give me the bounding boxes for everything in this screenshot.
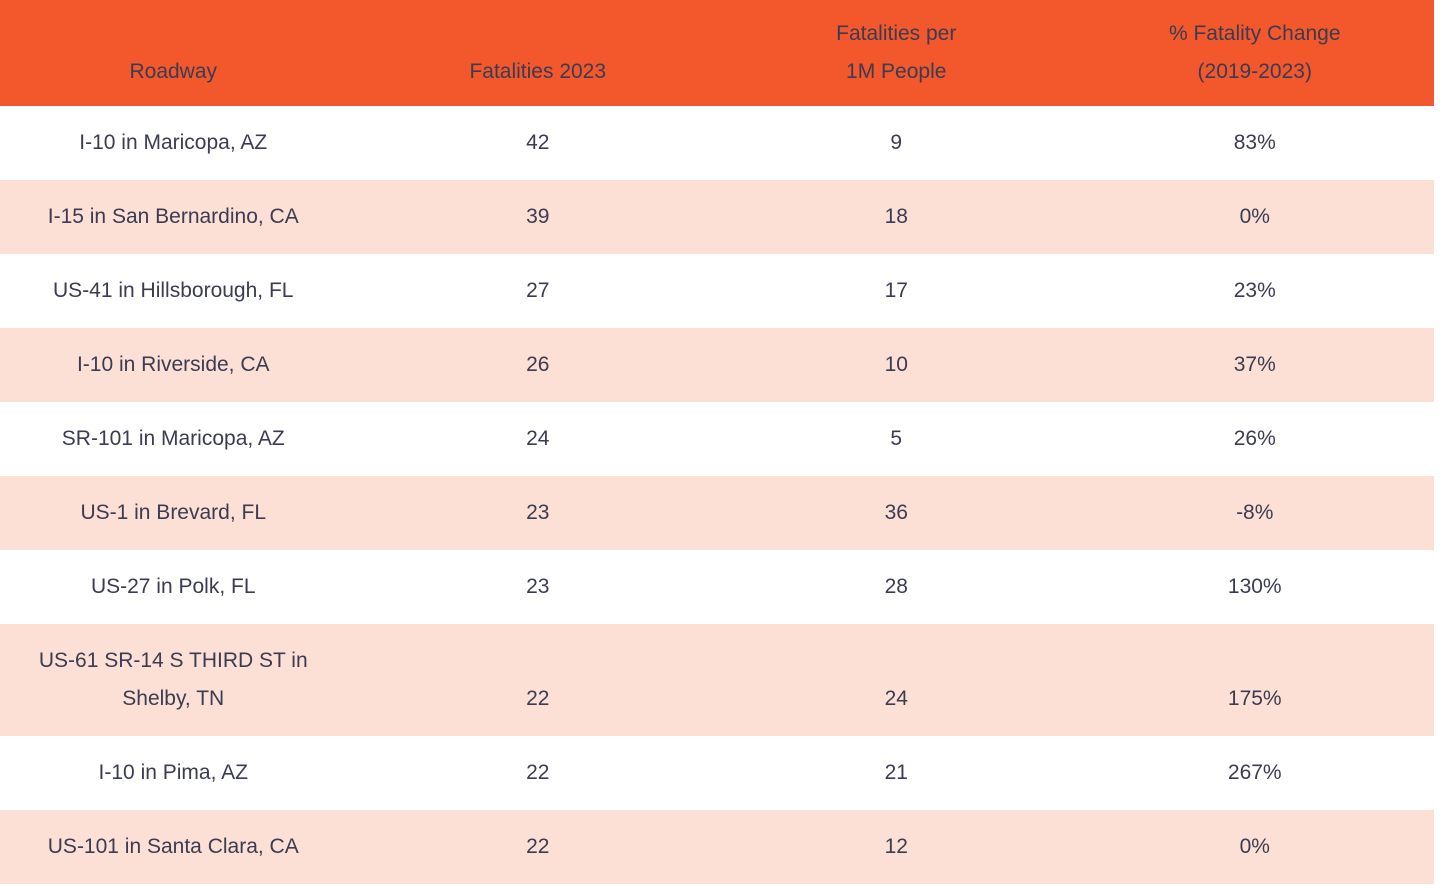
- roadway-cell: I-15 in San Bernardino, CA: [47, 205, 299, 228]
- fatality-change-cell: 175%: [1227, 687, 1282, 710]
- roadway-cell: SR-101 in Maricopa, AZ: [61, 427, 285, 450]
- fatalities-2023-cell: 42: [526, 131, 550, 154]
- header-label: Roadway: [129, 60, 218, 83]
- table-row: SR-101 in Maricopa, AZ 24 5 26%: [0, 402, 1434, 476]
- roadway-cell: I-10 in Pima, AZ: [98, 761, 248, 784]
- fatalities-per-1m-cell: 21: [884, 761, 908, 784]
- fatality-change-cell: 83%: [1233, 131, 1276, 154]
- table-row: I-10 in Pima, AZ 22 21 267%: [0, 736, 1434, 810]
- fatalities-per-1m-cell: 5: [890, 427, 903, 450]
- table-row: I-10 in Riverside, CA 26 10 37%: [0, 328, 1434, 402]
- fatalities-2023-cell: 39: [526, 205, 550, 228]
- roadway-cell: US-1 in Brevard, FL: [80, 501, 267, 524]
- fatalities-per-1m-cell: 28: [884, 575, 908, 598]
- column-header-fatalities-2023: Fatalities 2023: [359, 0, 718, 106]
- fatality-change-cell: 37%: [1233, 353, 1276, 376]
- table-row: US-61 SR-14 S THIRD ST in Shelby, TN 22 …: [0, 624, 1434, 736]
- fatalities-2023-cell: 23: [526, 501, 550, 524]
- fatalities-2023-cell: 27: [526, 279, 550, 302]
- header-label-line2: (2019-2023): [1197, 60, 1312, 83]
- fatalities-per-1m-cell: 12: [884, 835, 908, 858]
- fatalities-2023-cell: 26: [526, 353, 550, 376]
- fatalities-per-1m-cell: 36: [884, 501, 908, 524]
- header-label-line1: Fatalities per: [836, 22, 957, 45]
- roadway-cell: US-41 in Hillsborough, FL: [53, 279, 294, 302]
- roadway-cell: I-10 in Riverside, CA: [76, 353, 270, 376]
- header-row: Roadway Fatalities 2023 Fatalities per 1M…: [0, 0, 1434, 106]
- fatalities-2023-cell: 22: [526, 835, 550, 858]
- fatalities-2023-cell: 22: [526, 687, 550, 710]
- fatalities-per-1m-cell: 17: [884, 279, 908, 302]
- table-row: US-41 in Hillsborough, FL 27 17 23%: [0, 254, 1434, 328]
- fatalities-per-1m-cell: 24: [884, 687, 908, 710]
- table-header: Roadway Fatalities 2023 Fatalities per 1M…: [0, 0, 1434, 106]
- fatalities-per-1m-cell: 10: [884, 353, 908, 376]
- table-body: I-10 in Maricopa, AZ 42 9 83% I-15 in Sa…: [0, 106, 1434, 884]
- header-label-line2: 1M People: [846, 60, 947, 83]
- column-header-fatalities-per-1m: Fatalities per 1M People: [717, 0, 1076, 106]
- table-row: US-101 in Santa Clara, CA 22 12 0%: [0, 810, 1434, 884]
- table-row: I-10 in Maricopa, AZ 42 9 83%: [0, 106, 1434, 180]
- fatalities-per-1m-cell: 18: [884, 205, 908, 228]
- fatalities-per-1m-cell: 9: [890, 131, 903, 154]
- fatality-change-cell: 0%: [1239, 835, 1270, 858]
- fatality-change-cell: 267%: [1227, 761, 1282, 784]
- roadway-cell: I-10 in Maricopa, AZ: [79, 131, 268, 154]
- fatalities-2023-cell: 22: [526, 761, 550, 784]
- header-label-line1: % Fatality Change: [1168, 22, 1341, 45]
- roadway-cell: US-61 SR-14 S THIRD ST in Shelby, TN: [38, 649, 308, 710]
- fatality-change-cell: -8%: [1236, 501, 1274, 524]
- fatality-change-cell: 0%: [1239, 205, 1270, 228]
- fatality-change-cell: 26%: [1233, 427, 1276, 450]
- table-row: I-15 in San Bernardino, CA 39 18 0%: [0, 180, 1434, 254]
- header-label: Fatalities 2023: [469, 60, 607, 83]
- column-header-roadway: Roadway: [0, 0, 359, 106]
- fatality-change-cell: 130%: [1227, 575, 1282, 598]
- column-header-fatality-change: % Fatality Change (2019-2023): [1076, 0, 1435, 106]
- roadway-cell: US-101 in Santa Clara, CA: [47, 835, 299, 858]
- roadway-cell: US-27 in Polk, FL: [90, 575, 256, 598]
- fatality-change-cell: 23%: [1233, 279, 1276, 302]
- fatalities-2023-cell: 23: [526, 575, 550, 598]
- table-row: US-27 in Polk, FL 23 28 130%: [0, 550, 1434, 624]
- table-row: US-1 in Brevard, FL 23 36 -8%: [0, 476, 1434, 550]
- fatalities-2023-cell: 24: [526, 427, 550, 450]
